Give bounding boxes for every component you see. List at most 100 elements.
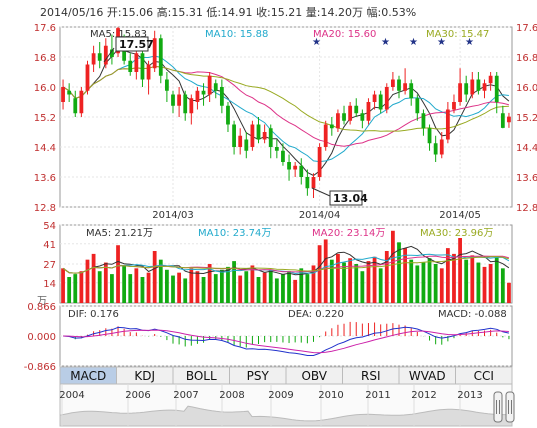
timeline-handles[interactable] [493,391,515,423]
star-icon[interactable]: ★ [465,37,474,48]
price-tick-label: 16.8 [516,53,537,64]
price-tick-label: 15.2 [516,113,537,124]
price-grid [60,26,512,208]
candle-body [427,128,432,144]
candle-body [348,105,353,121]
candle-body [415,98,420,114]
candle-body [73,98,78,114]
volume-bar [256,277,261,303]
price-y-ticks-left: 17.6 16.8 16.0 15.2 14.4 13.6 12.8 [34,23,56,214]
volume-bar [232,261,236,303]
volume-bar [152,251,157,303]
candle-body [299,165,304,177]
volume-bar [177,272,182,303]
star-icon[interactable]: ★ [409,37,418,48]
candle-body [500,113,505,128]
volume-bar [445,248,450,303]
tab-label: PSY [247,369,270,383]
volume-bar [390,230,395,303]
candle-body [103,45,108,65]
volume-bar [427,258,432,303]
volume-bar [336,253,340,303]
volume-ma-lines [62,245,510,276]
volume-bar [329,259,334,303]
volume-label: 量: [306,6,321,19]
candle-body [507,116,511,123]
volume-bar [244,271,249,303]
range-handle-left[interactable] [493,391,503,423]
candle-body [152,38,157,69]
candle-body [79,90,84,114]
candle-body [421,113,426,129]
candle-body [378,94,383,110]
star-icon[interactable]: ★ [312,37,321,48]
volume-bar [384,251,389,303]
volume-bar [470,255,475,303]
volume-bar [287,271,291,303]
volume-bar [97,271,102,303]
candle-body [189,98,194,114]
candle-body [140,53,145,80]
volume-bar [116,245,120,303]
candle-body [219,87,224,106]
tab-label: MACD [70,369,106,383]
candle-body [232,124,236,147]
open-label: 开: [107,6,122,19]
candle-body [256,124,261,140]
price-x-tick-label: 2014/05 [439,210,481,221]
volume-bar [305,274,310,303]
timeline-area [59,405,513,427]
volume-unit: 万 [37,296,47,307]
candle-body [482,83,487,91]
volume-ma10-label: MA10: 23.74万 [198,228,271,239]
close-label: 收: [256,5,271,19]
candle-body [366,102,371,121]
star-icon[interactable]: ★ [437,37,446,48]
tab-label: BOLL [186,369,217,383]
volume-bar [421,262,426,303]
candle-body [207,75,212,95]
candle-body [85,64,90,91]
candle-body [494,75,499,102]
volume-bar [403,248,408,303]
dea-label: DEA: 0.220 [288,309,344,320]
volume-bar [146,272,151,303]
star-icon[interactable]: ★ [381,37,390,48]
price-tick-label: 16.0 [34,83,56,94]
candle-body [342,113,346,121]
volume-bar [79,271,84,303]
high-label: 高: [157,5,172,19]
price-x-tick-label: 2014/04 [299,210,341,221]
volume-bar [274,278,279,303]
candle-body [97,53,102,61]
candle-body [177,94,182,106]
candle-body [458,83,462,102]
candle-body [171,94,175,106]
candle-body [146,64,151,80]
tab-label: RSI [361,369,381,383]
volume-bar [250,265,255,303]
candle-body [244,139,249,151]
price-tick-label: 12.8 [516,203,537,214]
volume-bar [439,268,444,303]
price-tick-label: 14.4 [516,143,537,154]
range-handle-right[interactable] [505,391,515,423]
volume-bar [183,278,188,303]
candle-body [329,124,334,129]
volume-bar [299,268,304,303]
candle-body [226,105,230,125]
timeline-year-label: 2010 [318,390,343,401]
volume-bar [342,262,346,303]
candle-body [268,128,273,147]
price-tick-label: 17.6 [516,23,537,34]
candle-body [128,60,133,72]
price-ma30-label: MA30: 15.47 [426,29,489,40]
volume-bar [482,266,487,303]
volume-bar [110,274,114,303]
price-x-tick-label: 2014/03 [152,210,194,221]
candle-body [433,143,438,155]
candle-body [397,79,401,91]
candle-body [445,109,450,140]
volume-bar [268,269,273,303]
